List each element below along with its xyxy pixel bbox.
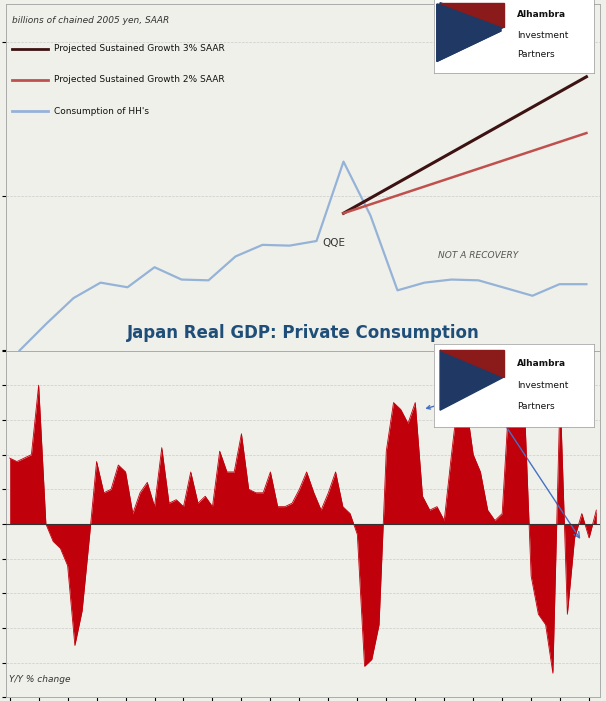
Text: Projected Sustained Growth 3% SAAR: Projected Sustained Growth 3% SAAR xyxy=(53,44,224,53)
Text: QQE: QQE xyxy=(322,238,345,248)
Text: Y/Y % change: Y/Y % change xyxy=(9,674,70,683)
Text: Consumption of HH's: Consumption of HH's xyxy=(53,107,148,116)
Text: billions of chained 2005 yen, SAAR: billions of chained 2005 yen, SAAR xyxy=(12,15,169,25)
Text: NOT A RECOVERY: NOT A RECOVERY xyxy=(438,251,518,260)
Text: QQE has been worse than
the Great Recession for
the Japanese: QQE has been worse than the Great Recess… xyxy=(427,368,576,409)
Text: Projected Sustained Growth 2% SAAR: Projected Sustained Growth 2% SAAR xyxy=(53,75,224,84)
Title: Japan Real GDP: Private Consumption: Japan Real GDP: Private Consumption xyxy=(127,324,479,342)
